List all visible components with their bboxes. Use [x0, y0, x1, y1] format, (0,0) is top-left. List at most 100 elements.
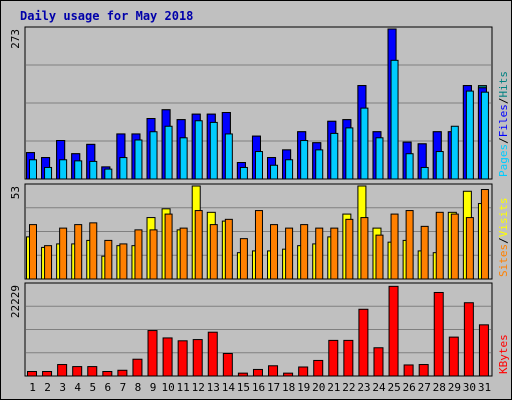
bar-kbytes-day-8 [132, 358, 143, 377]
day-label-12: 12 [192, 381, 205, 394]
day-label-2: 2 [44, 381, 51, 394]
bar-kbytes-day-19 [298, 366, 309, 377]
bar-pages-day-24 [375, 137, 384, 180]
legend-item-sep-3: / [497, 98, 510, 105]
bar-pages-day-21 [330, 132, 339, 180]
bar-kbytes-day-14 [222, 352, 233, 377]
day-label-9: 9 [150, 381, 157, 394]
day-label-18: 18 [282, 381, 295, 394]
bar-kbytes-day-2 [42, 370, 53, 377]
bar-pages-day-23 [360, 107, 369, 180]
bar-kbytes-day-11 [177, 340, 188, 377]
bar-kbytes-day-17 [268, 365, 279, 377]
bar-pages-day-12 [194, 120, 203, 180]
day-label-8: 8 [135, 381, 142, 394]
bar-pages-day-30 [465, 90, 474, 180]
day-label-26: 26 [403, 381, 416, 394]
bar-sites-day-1 [29, 224, 37, 280]
day-label-13: 13 [207, 381, 220, 394]
bar-pages-day-18 [285, 159, 294, 180]
bar-pages-day-1 [29, 159, 37, 180]
bar-pages-day-29 [450, 125, 459, 180]
bar-sites-day-21 [330, 227, 339, 280]
bar-kbytes-day-9 [147, 330, 158, 377]
bar-kbytes-day-28 [433, 291, 444, 377]
bar-pages-day-15 [239, 166, 248, 180]
bar-sites-day-25 [390, 213, 399, 280]
bar-kbytes-day-10 [162, 337, 173, 377]
legend-visits-sites: Sites/Visits [497, 198, 510, 278]
day-label-15: 15 [237, 381, 250, 394]
legend-hits-files-pages: Pages/Files/Hits [497, 71, 510, 177]
legend-kbytes: KBytes [497, 334, 510, 374]
bar-kbytes-day-12 [192, 339, 203, 377]
bar-pages-day-3 [59, 159, 68, 180]
day-label-29: 29 [448, 381, 461, 394]
bar-pages-day-8 [134, 139, 143, 180]
bar-sites-day-28 [435, 211, 444, 280]
bar-sites-day-14 [224, 218, 233, 280]
legend-item-pages: Pages [497, 144, 510, 177]
bar-sites-day-9 [149, 229, 158, 280]
legend-item-files: Files [497, 104, 510, 137]
day-label-30: 30 [463, 381, 476, 394]
bar-sites-day-15 [239, 238, 248, 280]
bar-sites-day-31 [480, 189, 489, 280]
bar-sites-day-24 [375, 234, 384, 280]
bar-sites-day-6 [104, 239, 113, 280]
day-label-4: 4 [74, 381, 81, 394]
bar-sites-day-27 [420, 225, 429, 280]
day-label-1: 1 [29, 381, 36, 394]
day-label-22: 22 [342, 381, 355, 394]
bar-pages-day-14 [224, 133, 233, 180]
legend-item-visits: Visits [497, 198, 510, 238]
bar-kbytes-day-15 [237, 372, 248, 377]
bar-kbytes-day-7 [117, 369, 128, 377]
bar-kbytes-day-21 [328, 339, 339, 377]
legend-item-sites: Sites [497, 244, 510, 277]
bar-pages-day-13 [209, 121, 218, 180]
chart-title: Daily usage for May 2018 [20, 9, 193, 23]
bar-kbytes-day-30 [463, 302, 474, 377]
max-label-kbytes: 22229 [9, 285, 22, 318]
day-label-19: 19 [297, 381, 310, 394]
bar-sites-day-4 [74, 224, 83, 280]
bar-pages-day-17 [270, 164, 279, 180]
day-label-6: 6 [105, 381, 112, 394]
bar-kbytes-day-6 [102, 370, 113, 377]
bar-sites-day-10 [164, 213, 173, 280]
bar-sites-day-8 [134, 229, 143, 280]
bar-kbytes-day-26 [403, 364, 414, 377]
bar-kbytes-day-24 [373, 347, 384, 377]
bar-sites-day-20 [315, 227, 324, 280]
bar-sites-day-16 [254, 210, 263, 280]
bar-pages-day-28 [435, 151, 444, 180]
bar-pages-day-10 [164, 125, 173, 180]
bar-pages-day-31 [480, 91, 489, 180]
bar-sites-day-11 [179, 227, 188, 280]
bar-sites-day-30 [465, 217, 474, 280]
legend-item-hits: Hits [497, 71, 510, 98]
day-label-27: 27 [418, 381, 431, 394]
day-label-31: 31 [478, 381, 491, 394]
bar-sites-day-29 [450, 213, 459, 280]
day-label-3: 3 [59, 381, 66, 394]
bar-kbytes-day-23 [358, 308, 369, 377]
bar-sites-day-13 [209, 224, 218, 280]
bar-kbytes-day-3 [57, 364, 68, 377]
bar-sites-day-7 [119, 243, 128, 280]
bar-kbytes-day-22 [343, 339, 354, 377]
bar-kbytes-day-1 [27, 370, 37, 377]
day-label-28: 28 [433, 381, 446, 394]
bar-pages-day-4 [74, 160, 83, 180]
bar-pages-day-2 [44, 166, 53, 180]
bar-kbytes-day-18 [283, 372, 294, 377]
day-label-16: 16 [252, 381, 265, 394]
bar-sites-day-18 [285, 227, 294, 280]
bar-pages-day-25 [390, 59, 399, 180]
legend-item-sep-1: / [497, 237, 510, 244]
bar-pages-day-27 [420, 166, 429, 180]
bar-sites-day-17 [270, 224, 279, 280]
